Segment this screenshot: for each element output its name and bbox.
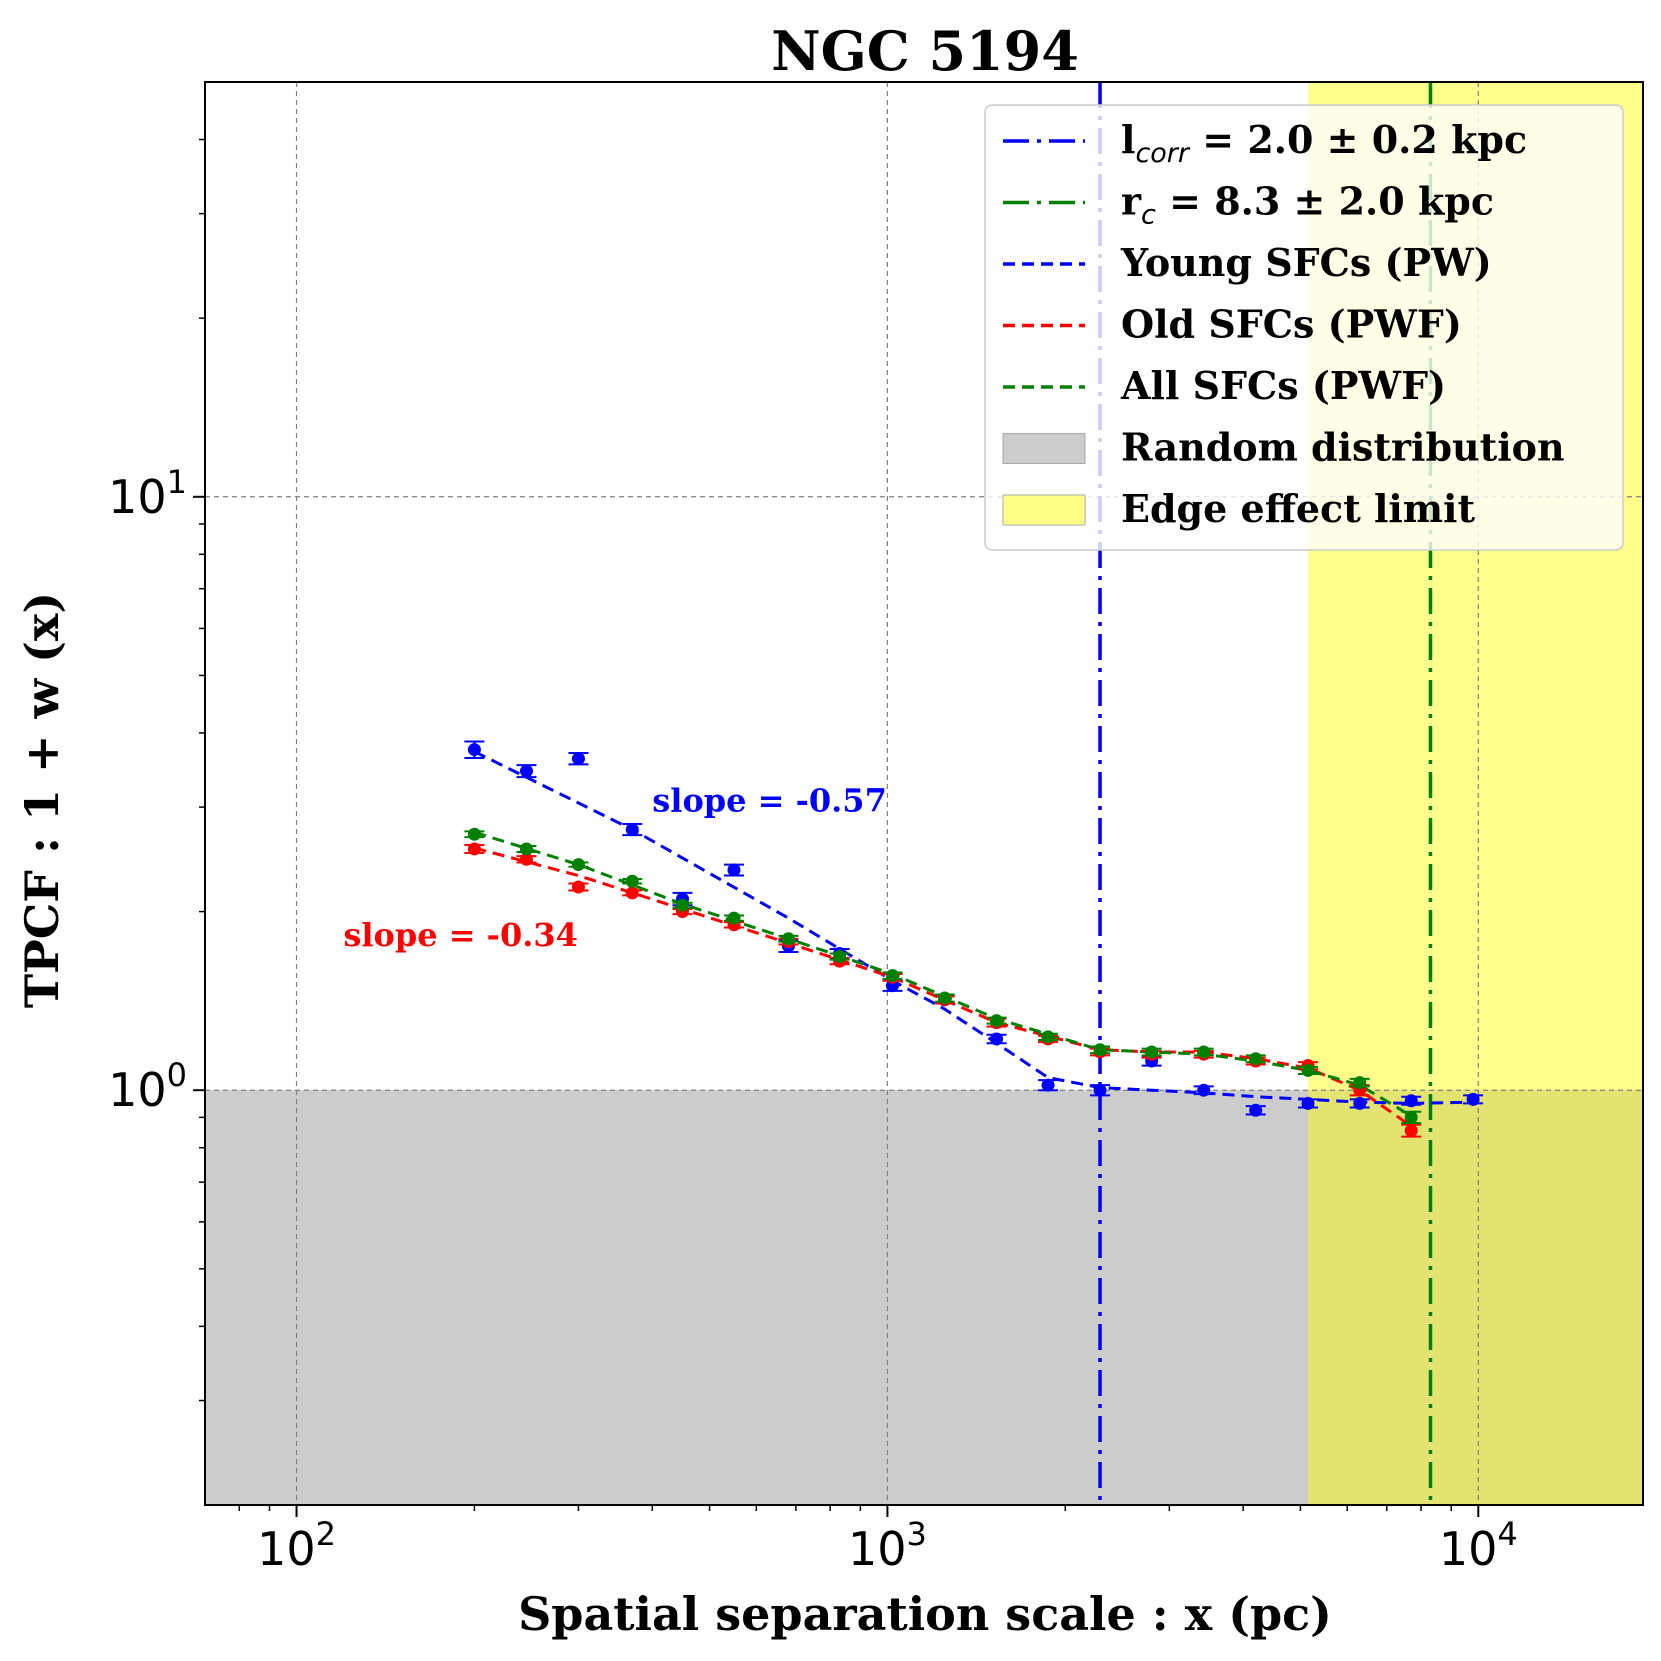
point-old [467, 842, 481, 856]
point-old [1404, 1124, 1418, 1138]
point-young [1404, 1094, 1418, 1108]
point-young [727, 863, 741, 877]
plot-area: slope = -0.57 slope = -0.34 102 103 104 100 10… [108, 81, 1644, 1576]
legend-label-young: Young SFCs (PW) [1120, 240, 1492, 285]
annotation-slope-young: slope = -0.57 [652, 781, 887, 819]
point-all [885, 969, 899, 983]
point-young [467, 743, 481, 757]
point-all [467, 827, 481, 841]
random-distribution-region [205, 1090, 1643, 1505]
legend-swatch-edge [1002, 494, 1086, 526]
fit-line-old_pwf [474, 846, 1413, 1128]
plot-frame [204, 81, 1644, 1506]
point-young [1249, 1103, 1263, 1117]
point-young [1301, 1096, 1315, 1110]
point-all [1301, 1063, 1315, 1077]
point-all [1404, 1110, 1418, 1124]
x-tick-label: 104 [1439, 1515, 1518, 1576]
point-old [625, 886, 639, 900]
legend-label-random: Random distribution [1121, 425, 1565, 470]
y-tick-label: 101 [108, 463, 187, 524]
point-all [938, 991, 952, 1005]
point-all [727, 911, 741, 925]
point-old [519, 852, 533, 866]
legend-label-all: All SFCs (PWF) [1120, 363, 1446, 408]
point-young [1466, 1092, 1480, 1106]
point-all [1093, 1043, 1107, 1057]
point-young [625, 823, 639, 837]
point-all [1249, 1052, 1263, 1066]
point-old [571, 880, 585, 894]
fit-line-all_pwf [473, 830, 1412, 1118]
point-young [990, 1032, 1004, 1046]
y-tick-label: 100 [108, 1056, 187, 1117]
point-young [1041, 1078, 1055, 1092]
point-all [1197, 1045, 1211, 1059]
point-all [833, 950, 847, 964]
legend-box [984, 104, 1624, 551]
point-all [990, 1014, 1004, 1028]
annotation-slope-old: slope = -0.34 [343, 916, 578, 954]
x-tick-label: 102 [257, 1515, 336, 1576]
point-all [519, 842, 533, 856]
point-young [1093, 1083, 1107, 1097]
point-all [781, 932, 795, 946]
data-layer [464, 82, 1484, 1505]
point-all [1041, 1030, 1055, 1044]
point-young [1353, 1096, 1367, 1110]
x-axis-label: Spatial separation scale : x (pc) [518, 1587, 1332, 1641]
point-all [571, 858, 585, 872]
point-young [571, 752, 585, 766]
legend-label-edge: Edge effect limit [1121, 486, 1475, 531]
point-all [675, 898, 689, 912]
chart-title: NGC 5194 [771, 19, 1079, 83]
point-all [1145, 1045, 1159, 1059]
point-young [519, 764, 533, 778]
point-all [625, 874, 639, 888]
point-all [1353, 1076, 1367, 1090]
x-tick-label: 103 [848, 1515, 927, 1576]
legend-label-old: Old SFCs (PWF) [1121, 302, 1462, 347]
point-young [1197, 1083, 1211, 1097]
legend-swatch-random [1002, 433, 1086, 464]
y-axis-label: TPCF : 1 + w (x) [15, 592, 69, 1008]
legend-label-lcorr: lcorr = 2.0 ± 0.2 kpc [1121, 117, 1527, 169]
legend-label-rc: rc = 8.3 ± 2.0 kpc [1121, 179, 1494, 231]
